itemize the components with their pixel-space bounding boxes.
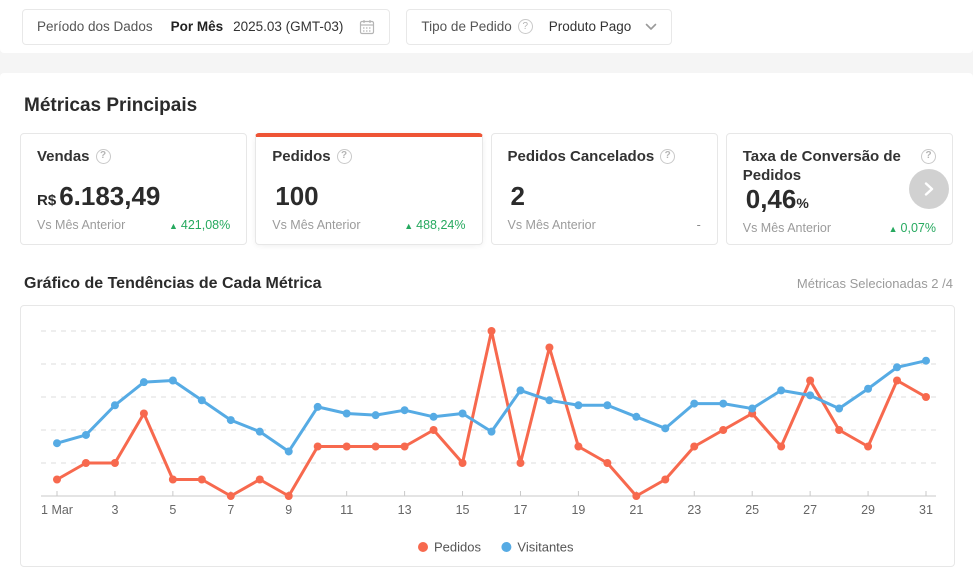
vs-previous-label: Vs Mês Anterior [742,220,831,235]
svg-text:27: 27 [803,503,817,517]
up-triangle-icon: ▲ [168,221,178,231]
page-background-gap [0,53,973,73]
svg-text:17: 17 [514,503,528,517]
selected-metrics-count: Métricas Selecionadas 2 /4 [796,276,953,291]
delta-badge: - [696,218,701,232]
svg-text:29: 29 [861,503,875,517]
carousel-next-button[interactable] [909,169,949,209]
period-date-value[interactable]: 2025.03 (GMT-03) [233,19,344,34]
order-type-value[interactable]: Produto Pago [548,19,632,34]
period-filter-label: Período dos Dados [37,19,153,34]
question-circle-icon[interactable]: ? [660,149,676,164]
svg-text:1 Mar: 1 Mar [41,503,73,517]
vs-previous-label: Vs Mês Anterior [272,218,361,232]
svg-text:19: 19 [571,503,585,517]
svg-text:11: 11 [340,503,353,517]
metric-card-vendas[interactable]: Vendas? R$ 6.183,49 Vs Mês Anterior ▲ 421,0… [20,133,248,245]
order-type-label: Tipo de Pedido [421,19,512,34]
filter-bar: Período dos Dados Por Mês 2025.03 (GMT-0… [0,0,973,53]
card-title: Pedidos [272,148,331,165]
delta-badge: ▲ 0,07% [888,220,936,235]
vs-previous-label: Vs Mês Anterior [507,218,596,232]
svg-text:15: 15 [456,503,470,517]
trend-chart[interactable]: 1 Mar 3 5 7 9 11 13 15 17 19 21 23 25 27 29 31 Pedidos Vi… [20,305,955,567]
order-type-filter[interactable]: Tipo de Pedido ? Produto Pago [406,8,673,45]
period-mode-value[interactable]: Por Mês [170,19,224,34]
date-period-filter[interactable]: Período dos Dados Por Mês 2025.03 (GMT-0… [22,8,391,45]
svg-text:Visitantes: Visitantes [517,540,574,555]
svg-text:31: 31 [919,503,933,517]
question-circle-icon[interactable]: ? [336,149,352,164]
svg-text:5: 5 [169,503,176,517]
chevron-down-icon[interactable] [645,23,657,31]
question-circle-icon[interactable]: ? [517,19,533,34]
svg-text:Pedidos: Pedidos [434,540,481,555]
vs-previous-label: Vs Mês Anterior [37,218,126,232]
card-value: 0,46% [745,183,809,214]
card-value: 100 [275,181,319,211]
svg-text:25: 25 [745,503,759,517]
svg-text:13: 13 [398,503,412,517]
card-title: Taxa de Conversão de Pedidos [742,148,901,184]
svg-text:21: 21 [629,503,643,517]
analytics-panel: Métricas Principais Vendas? R$ 6.183,49 V… [0,73,973,582]
card-value: 2 [510,181,525,211]
metric-card-pedidos[interactable]: Pedidos? 100 Vs Mês Anterior ▲ 488,24% [255,133,483,245]
svg-text:3: 3 [111,503,118,517]
delta-badge: ▲ 421,08% [168,218,231,232]
up-triangle-icon: ▲ [404,221,414,231]
card-value: R$ 6.183,49 [37,181,161,211]
calendar-icon[interactable] [359,19,375,35]
trend-section-title: Gráfico de Tendências de Cada Métrica [24,275,322,292]
metric-card-taxa-conversao[interactable]: Taxa de Conversão de Pedidos? 0,46% Vs M… [725,133,953,245]
card-title: Pedidos Cancelados [507,148,655,165]
svg-text:9: 9 [285,503,292,517]
metric-card-pedidos-cancelados[interactable]: Pedidos Cancelados? 2 Vs Mês Anterior - [490,133,718,245]
up-triangle-icon: ▲ [888,223,898,234]
line-chart-canvas[interactable]: 1 Mar 3 5 7 9 11 13 15 17 19 21 23 25 27 29 31 Pedidos Vi… [21,306,954,567]
metrics-section-title: Métricas Principais [24,95,198,116]
card-title: Vendas [37,148,90,165]
metric-cards-row: Vendas? R$ 6.183,49 Vs Mês Anterior ▲ 421,0… [20,133,953,245]
chevron-right-icon [922,182,936,196]
svg-text:23: 23 [687,503,701,517]
question-circle-icon[interactable]: ? [921,149,936,164]
delta-badge: ▲ 488,24% [404,218,466,232]
svg-text:7: 7 [227,503,234,517]
question-circle-icon[interactable]: ? [95,149,111,164]
